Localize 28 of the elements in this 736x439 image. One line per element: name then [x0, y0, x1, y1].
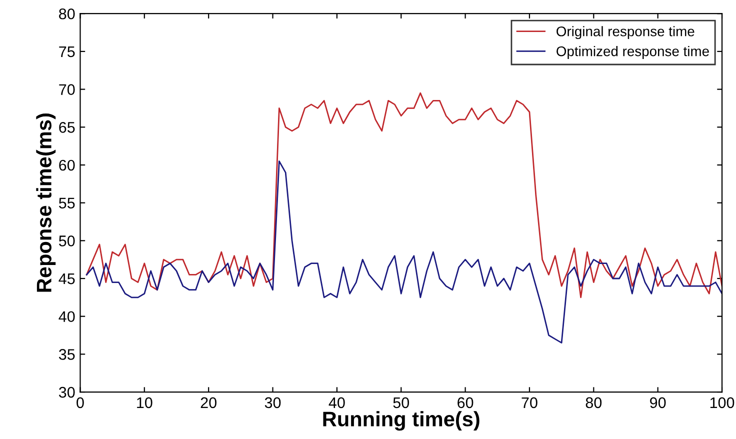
y-axis-title: Reponse time(ms)	[36, 114, 56, 292]
x-tick-label: 100	[710, 397, 734, 408]
x-tick-label: 0	[76, 397, 84, 408]
x-tick-label: 10	[137, 397, 152, 408]
legend-label: Optimized response time	[556, 46, 709, 59]
x-tick-label: 90	[650, 397, 666, 408]
y-tick-label: 40	[58, 311, 75, 322]
y-tick-label: 65	[59, 122, 75, 133]
x-tick-label: 30	[264, 397, 281, 408]
y-tick-label: 30	[58, 386, 75, 398]
y-tick-label: 70	[59, 84, 75, 95]
line-series	[86, 92, 722, 298]
legend-label: Original response time	[556, 26, 694, 40]
x-tick-label: 70	[522, 397, 538, 408]
y-tick-label: 75	[59, 46, 75, 58]
x-tick-label: 20	[200, 397, 216, 408]
y-tick-label: 35	[58, 349, 75, 360]
y-tick-label: 45	[58, 274, 75, 284]
x-tick-label: 60	[458, 397, 474, 408]
x-axis-title: Running time(s)	[323, 411, 480, 431]
x-tick-label: 40	[328, 397, 345, 408]
x-tick-label: 80	[586, 397, 602, 408]
y-tick-label: 50	[58, 236, 75, 246]
y-tick-label: 60	[59, 160, 75, 171]
x-tick-label: 50	[393, 397, 410, 408]
y-tick-label: 55	[58, 198, 75, 209]
y-tick-label: 80	[59, 8, 75, 20]
line-series	[86, 160, 722, 344]
